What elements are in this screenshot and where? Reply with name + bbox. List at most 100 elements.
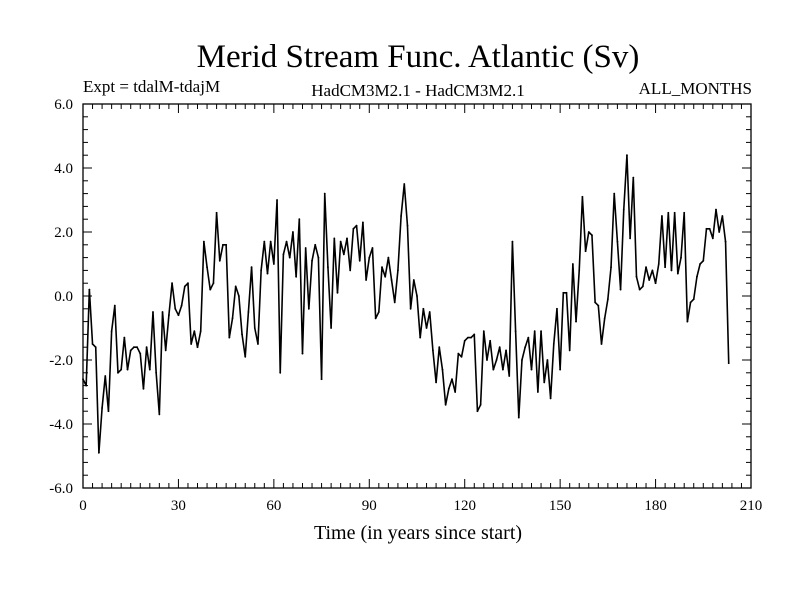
- data-point: [164, 349, 167, 352]
- data-point: [616, 240, 619, 243]
- data-point: [626, 154, 628, 157]
- data-point: [511, 240, 514, 243]
- data-point: [686, 320, 689, 323]
- data-point: [387, 256, 390, 259]
- data-point: [304, 247, 307, 249]
- data-point: [253, 327, 256, 329]
- data-point: [342, 253, 345, 256]
- data-point: [641, 285, 644, 288]
- data-point: [702, 259, 705, 262]
- chart-title: Merid Stream Func. Atlantic (Sv): [197, 39, 640, 75]
- data-point: [295, 275, 298, 278]
- y-tick-label: -2.0: [49, 353, 73, 369]
- data-point: [117, 371, 119, 374]
- data-point: [699, 263, 701, 265]
- data-point: [234, 285, 237, 288]
- data-point: [632, 176, 635, 179]
- data-point: [136, 346, 138, 349]
- data-point: [406, 224, 409, 227]
- data-point: [552, 343, 555, 345]
- plot-frame: [82, 103, 752, 489]
- data-point: [362, 221, 364, 224]
- data-point: [613, 192, 616, 195]
- data-point: [473, 333, 476, 336]
- data-point: [365, 279, 367, 281]
- x-axis-label: Time (in years since start): [314, 522, 522, 544]
- data-point: [330, 327, 333, 329]
- data-point: [645, 266, 647, 269]
- data-point: [358, 259, 361, 262]
- data-point: [565, 291, 568, 294]
- data-point: [597, 304, 600, 307]
- data-point: [492, 368, 495, 371]
- tick-labels: 0 30 60 90 120 150 180 210 -6.0 -4.0 -2.0 0.0 2.0 4.0…: [49, 97, 762, 514]
- data-point: [231, 317, 234, 320]
- data-point: [133, 346, 135, 349]
- data-point: [98, 451, 100, 454]
- data-point: [139, 352, 142, 355]
- data-point: [158, 413, 161, 416]
- data-point: [371, 247, 374, 249]
- data-point: [381, 266, 383, 269]
- y-tick-label: 4.0: [54, 161, 73, 177]
- series-line: [82, 154, 730, 454]
- data-point: [104, 375, 107, 377]
- data-point: [244, 355, 247, 358]
- data-point: [409, 307, 412, 310]
- x-tick-label: 120: [453, 498, 476, 514]
- data-point: [177, 314, 180, 317]
- data-point: [276, 199, 278, 201]
- data-point: [250, 266, 253, 269]
- data-point: [241, 333, 243, 336]
- tick-marks: [82, 103, 752, 489]
- data-point: [667, 211, 670, 214]
- data-point: [619, 288, 622, 291]
- data-point: [323, 192, 326, 195]
- data-point: [543, 381, 546, 384]
- data-point: [171, 282, 173, 285]
- data-point: [142, 387, 145, 390]
- x-tick-label: 90: [362, 498, 377, 514]
- data-point: [591, 234, 593, 237]
- data-point: [696, 275, 698, 278]
- data-point: [447, 387, 450, 390]
- data-point: [651, 269, 654, 272]
- data-point: [110, 330, 113, 333]
- data-point: [705, 227, 708, 230]
- data-point: [288, 256, 291, 259]
- data-point: [629, 237, 632, 240]
- data-point: [711, 237, 714, 240]
- data-point: [454, 391, 457, 393]
- data-point: [670, 269, 673, 272]
- data-point: [88, 288, 91, 291]
- data-point: [470, 336, 472, 339]
- data-point: [661, 215, 663, 217]
- data-point: [581, 195, 584, 198]
- data-point: [320, 378, 323, 381]
- data-point: [336, 291, 339, 294]
- data-point: [673, 211, 676, 214]
- months-label: ALL_MONTHS: [639, 79, 752, 98]
- data-point: [412, 279, 415, 281]
- data-point: [374, 317, 377, 320]
- data-point: [533, 330, 536, 333]
- data-point: [457, 352, 460, 355]
- data-point: [587, 231, 590, 233]
- data-point: [428, 311, 431, 313]
- data-point: [85, 384, 88, 387]
- data-point: [206, 266, 208, 269]
- data-point: [327, 266, 329, 269]
- data-point: [460, 355, 463, 358]
- data-point: [187, 282, 189, 285]
- data-point: [568, 349, 571, 352]
- data-point: [575, 320, 577, 323]
- data-point: [120, 368, 123, 371]
- data-point: [94, 346, 97, 349]
- data-point: [546, 359, 549, 361]
- data-point: [339, 240, 342, 243]
- data-point: [263, 240, 266, 243]
- data-point: [212, 282, 215, 285]
- data-point: [432, 349, 434, 352]
- data-point: [536, 391, 539, 393]
- x-tick-label: 0: [79, 498, 87, 514]
